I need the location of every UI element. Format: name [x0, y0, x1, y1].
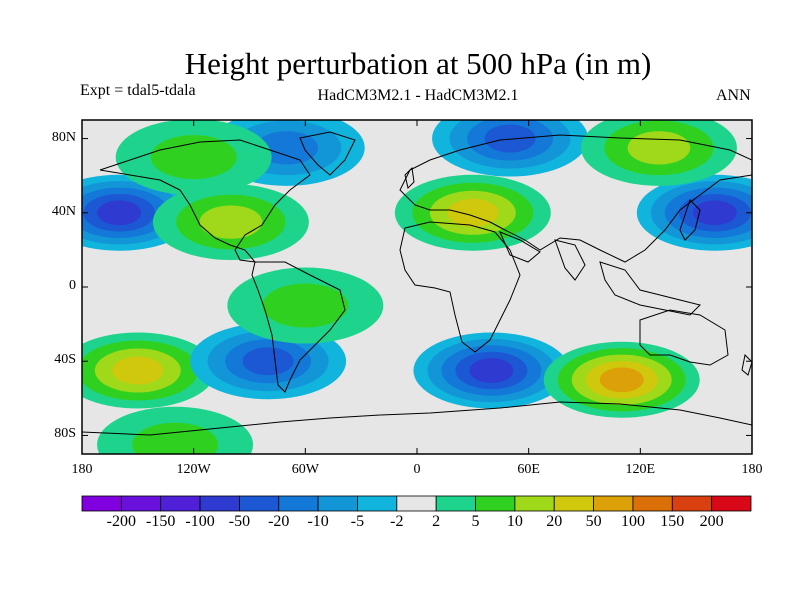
y-tick-label-3: 40S: [54, 352, 76, 368]
y-tick-label-4: 80S: [54, 426, 76, 442]
colorbar-label-11: 20: [546, 513, 563, 530]
colorbar-swatch-14: [632, 495, 673, 512]
anomaly-field: [82, 120, 752, 454]
colorbar-label-12: 50: [585, 513, 602, 530]
colorbar-swatch-3: [199, 495, 240, 512]
x-tick-label-3: 0: [413, 462, 421, 477]
colorbar-swatch-12: [553, 495, 594, 512]
anomaly-contour-7-3: [447, 198, 499, 227]
colorbar-swatch-6: [317, 495, 358, 512]
anomaly-contour-10-4: [599, 367, 644, 393]
colorbar-label-14: 150: [660, 513, 685, 530]
plot-title: Height perturbation at 500 hPa (in m): [184, 46, 652, 81]
colorbar-label-10: 10: [506, 513, 523, 530]
colorbar-label-15: 200: [699, 513, 724, 530]
colorbar-swatch-16: [711, 495, 752, 512]
colorbar-label-4: -20: [268, 513, 290, 530]
anomaly-contour-1-3: [112, 356, 164, 385]
colorbar-label-3: -50: [228, 513, 251, 530]
anomaly-contour-6-1: [150, 135, 237, 180]
colorbar-label-13: 100: [620, 513, 645, 530]
colorbar-swatch-15: [671, 495, 713, 512]
anomaly-contour-4-1: [262, 283, 349, 328]
colorbar-label-8: 2: [432, 513, 441, 530]
x-tick-label-4: 60E: [517, 462, 540, 477]
colorbar-swatch-1: [120, 495, 162, 512]
colorbar-label-1: -150: [146, 513, 176, 530]
colorbar-label-9: 5: [471, 513, 480, 530]
colorbar-swatch-10: [475, 495, 516, 512]
x-tick-label-1: 120W: [176, 462, 211, 477]
colorbar-label-7: -2: [390, 513, 404, 530]
colorbar-swatch-4: [239, 495, 280, 512]
x-tick-label-2: 60W: [291, 462, 319, 477]
x-tick-label-5: 120E: [625, 462, 656, 477]
y-tick-label-1: 40N: [51, 203, 76, 219]
x-tick-label-6: 180: [741, 462, 763, 477]
anomaly-contour-2-2: [199, 205, 263, 239]
anomaly-contour-12-2: [627, 131, 691, 165]
colorbar-swatch-7: [357, 495, 398, 512]
colorbar-label-0: -200: [106, 513, 136, 530]
colorbar-label-2: -100: [185, 513, 215, 530]
colorbar-swatch-2: [160, 495, 201, 512]
y-tick-label-0: 80N: [51, 129, 76, 145]
experiment-label: Expt = tdal5-tdala: [80, 82, 196, 99]
season-label: ANN: [716, 87, 751, 104]
colorbar-swatch-5: [278, 495, 319, 512]
anomaly-contour-3-3: [242, 347, 294, 376]
colorbar-swatch-11: [514, 495, 555, 512]
colorbar-label-5: -10: [307, 513, 329, 530]
x-tick-label-0: 180: [71, 462, 93, 477]
y-tick-label-2: 0: [69, 278, 76, 293]
map-axes: [81, 120, 753, 454]
colorbar-label-6: -5: [350, 513, 365, 530]
anomaly-contour-9-4: [469, 358, 514, 383]
colorbar-swatch-13: [593, 495, 634, 512]
colorbar-swatch-0: [81, 495, 122, 512]
anomaly-contour-0-4: [97, 200, 142, 226]
anomaly-contour-8-3: [484, 124, 536, 153]
colorbar-swatch-8: [396, 495, 437, 512]
coastlines: [82, 131, 752, 436]
anomaly-contour-11-4: [692, 200, 737, 226]
colorbar-swatch-9: [435, 495, 476, 512]
colorbar: [81, 495, 752, 512]
model-comparison-label: HadCM3M2.1 - HadCM3M2.1: [317, 87, 519, 104]
